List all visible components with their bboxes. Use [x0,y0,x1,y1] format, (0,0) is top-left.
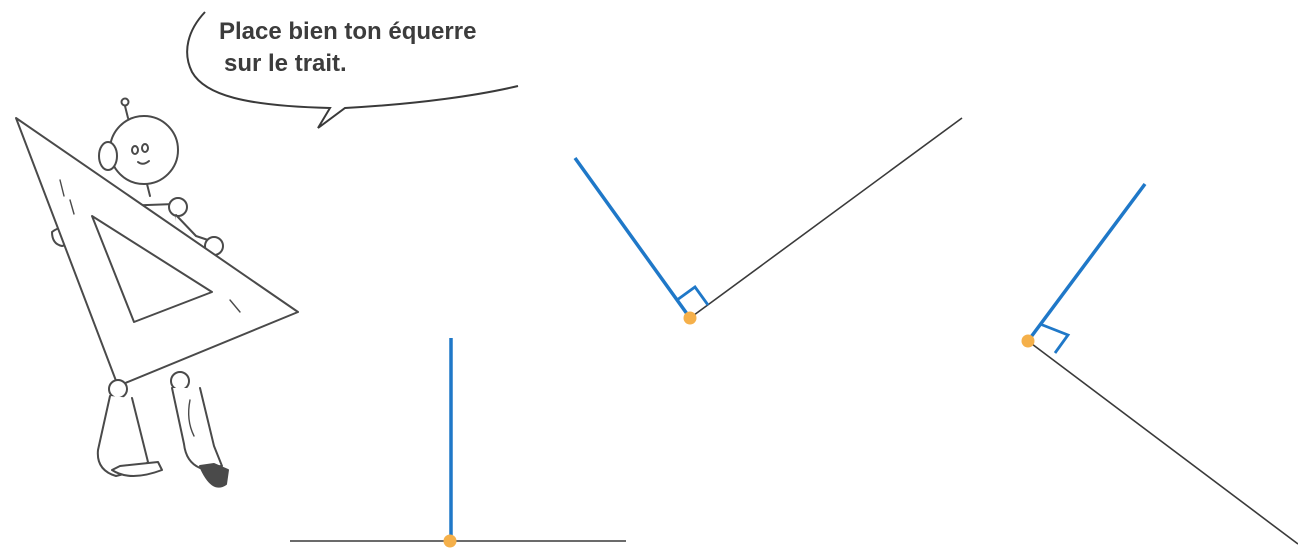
set-square-outer [15,117,299,387]
speech-bubble-line-1: Place bien ton équerre [219,18,477,45]
orange-dot-icon [443,534,457,548]
robot-hip-right [170,371,190,391]
robot-shoe-right [199,463,229,488]
robot-antenna [124,105,129,119]
base-line [1027,340,1298,545]
robot-ear [98,141,118,171]
robot-leg-detail [187,399,195,437]
set-square-shading [69,199,75,215]
orange-dot-icon [1021,334,1035,348]
right-angle-marker-icon [1039,322,1071,354]
robot-with-set-square-icon [15,97,299,488]
speech-bubble-line-2: sur le trait. [224,50,347,77]
figure-2 [573,117,963,325]
set-square-inner [91,215,213,323]
base-line [689,117,963,319]
set-square-shading [229,299,241,313]
robot-shoulder [168,197,188,217]
robot-mouth [137,160,150,165]
speech-bubble-text: Place bien ton équerre sur le trait. [219,16,519,80]
perpendicular-line [573,156,692,320]
robot-neck [146,183,151,197]
robot-antenna-tip [120,97,130,107]
speech-bubble [186,11,519,129]
robot-shoe-left [111,461,163,477]
robot-eye-left [131,145,139,155]
set-square-shading [59,179,65,197]
perpendicular-line [1026,182,1147,343]
robot-hip-left [108,379,128,399]
figure-3 [1021,182,1298,545]
orange-dot-icon [683,311,697,325]
right-angle-marker-icon [676,285,710,306]
robot-head [109,115,179,185]
figure-1 [290,338,626,548]
robot-leg-right [171,387,223,469]
robot-eye-right [141,143,149,153]
